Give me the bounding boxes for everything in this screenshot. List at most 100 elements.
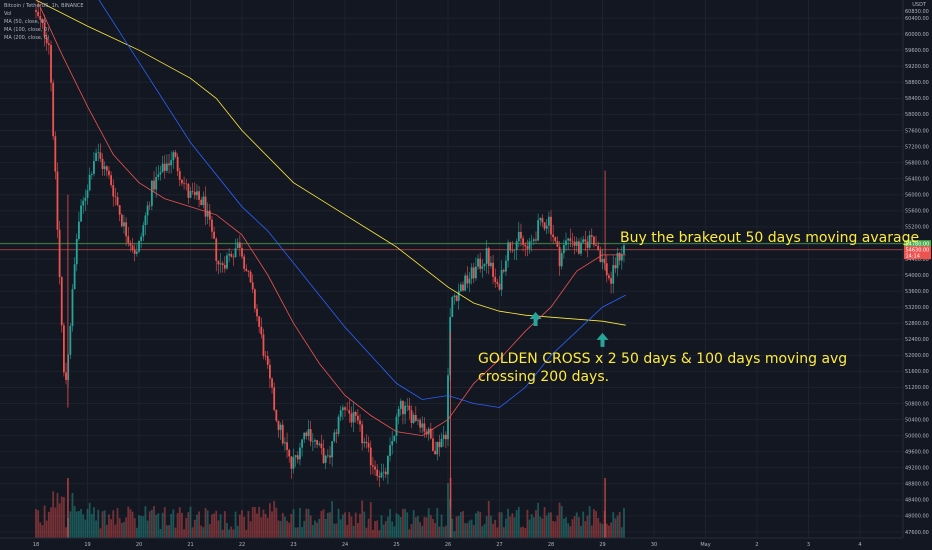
volume-bar	[410, 524, 413, 538]
volume-bar	[560, 505, 563, 538]
annotation-golden-cross: GOLDEN CROSS x 2 50 days & 100 days movi…	[478, 350, 847, 386]
volume-bar	[335, 523, 338, 538]
candle-body	[337, 416, 340, 434]
candle-body	[432, 438, 434, 451]
candle-body	[421, 423, 424, 428]
volume-bar	[142, 516, 145, 538]
candle-body	[474, 266, 477, 279]
volume-bar	[161, 512, 164, 538]
volume-bar	[408, 529, 411, 538]
volume-bar	[605, 523, 608, 538]
candle-body	[350, 413, 353, 423]
candle-body	[397, 408, 400, 417]
candle-body	[196, 191, 198, 196]
candle-body	[88, 174, 91, 191]
candle-body	[605, 263, 608, 276]
annotation-arrows	[529, 311, 609, 347]
volume-bar	[320, 511, 323, 538]
volume-bar	[193, 519, 196, 538]
price-lines	[0, 243, 903, 251]
y-tick-label: 50000.00	[905, 433, 929, 439]
volume-bar	[114, 524, 117, 538]
candle-body	[247, 270, 250, 272]
price-axis[interactable]: 47600.00 48000.00 48400.00 48800.00 49200.00…	[902, 0, 932, 550]
candle-body	[593, 236, 595, 245]
legend-ma200[interactable]: MA (200, close, 0)	[4, 35, 50, 41]
volume-bar	[174, 527, 177, 538]
candle-body	[346, 409, 349, 411]
candle-body	[58, 229, 61, 278]
volume-bar	[206, 510, 209, 538]
volume-bar	[361, 500, 364, 538]
volume-bar	[202, 527, 205, 538]
candle-body	[112, 185, 115, 197]
volume-bar	[402, 508, 404, 538]
volume-bar	[466, 523, 469, 538]
volume-bar	[273, 500, 276, 538]
volume-bar	[266, 517, 269, 538]
candle-body	[552, 234, 555, 238]
candle-body	[198, 191, 200, 200]
volume-bar	[258, 506, 261, 538]
candle-body	[451, 297, 454, 318]
volume-bar	[397, 514, 400, 538]
volume-bar	[150, 509, 153, 538]
volume-bar	[311, 525, 314, 538]
candle-body	[69, 326, 72, 355]
candle-body	[281, 424, 284, 444]
candle-body	[185, 183, 188, 185]
candle-body	[238, 242, 241, 248]
candle-body	[253, 289, 256, 309]
volume-bar	[481, 526, 484, 538]
candle-body	[35, 10, 37, 12]
candle-body	[105, 166, 108, 171]
candle-body	[522, 238, 525, 245]
volume-bar	[35, 509, 37, 538]
volume-bar	[464, 523, 467, 538]
candle-body	[348, 410, 351, 414]
volume-bar	[62, 497, 65, 538]
candle-body	[554, 237, 557, 242]
volume-bar	[95, 520, 97, 538]
legend-ma50[interactable]: MA (50, close, 0)	[4, 19, 47, 25]
volume-bar	[243, 516, 246, 538]
legend-vol[interactable]: Vol	[4, 11, 12, 17]
candle-body	[114, 196, 117, 198]
volume-bar	[322, 509, 325, 538]
candle-body	[365, 441, 368, 444]
y-tick-label: 47600.00	[905, 530, 929, 536]
legend-ma100[interactable]: MA (100, close, 0)	[4, 27, 50, 33]
candle-body	[268, 364, 271, 379]
candle-body	[301, 439, 303, 448]
time-axis[interactable]: 18 19 20 21 22 23 24 25 26 27 28 29 30 May 2 3 4	[0, 537, 903, 548]
candle-body	[502, 269, 505, 272]
candle-body	[284, 442, 286, 444]
volume-bar	[496, 527, 499, 538]
candle-body	[78, 221, 80, 239]
candle-body	[103, 166, 106, 169]
candle-body	[303, 432, 306, 440]
volume-bar	[60, 496, 63, 538]
volume-bar	[584, 521, 587, 538]
y-tick-label: 56800.00	[905, 160, 929, 166]
volume-bar	[582, 511, 585, 538]
candle-body	[498, 283, 501, 290]
volume-bar	[314, 520, 316, 538]
volume-bar	[101, 511, 104, 538]
volume-bar	[341, 514, 344, 538]
y-tick-label: 57600.00	[905, 128, 929, 134]
candle-body	[618, 253, 621, 261]
y-tick-label: 56400.00	[905, 176, 929, 182]
y-tick-label: 59200.00	[905, 64, 929, 70]
candle-body	[86, 190, 89, 198]
volume-bar	[148, 511, 151, 538]
candle-body	[299, 447, 301, 460]
volume-bar	[155, 514, 158, 538]
volume-bar	[326, 512, 329, 538]
candle-body	[528, 241, 531, 249]
volume-bar	[532, 517, 535, 538]
volume-bar	[453, 531, 456, 538]
candle-body	[393, 436, 396, 441]
volume-bar	[236, 525, 239, 538]
